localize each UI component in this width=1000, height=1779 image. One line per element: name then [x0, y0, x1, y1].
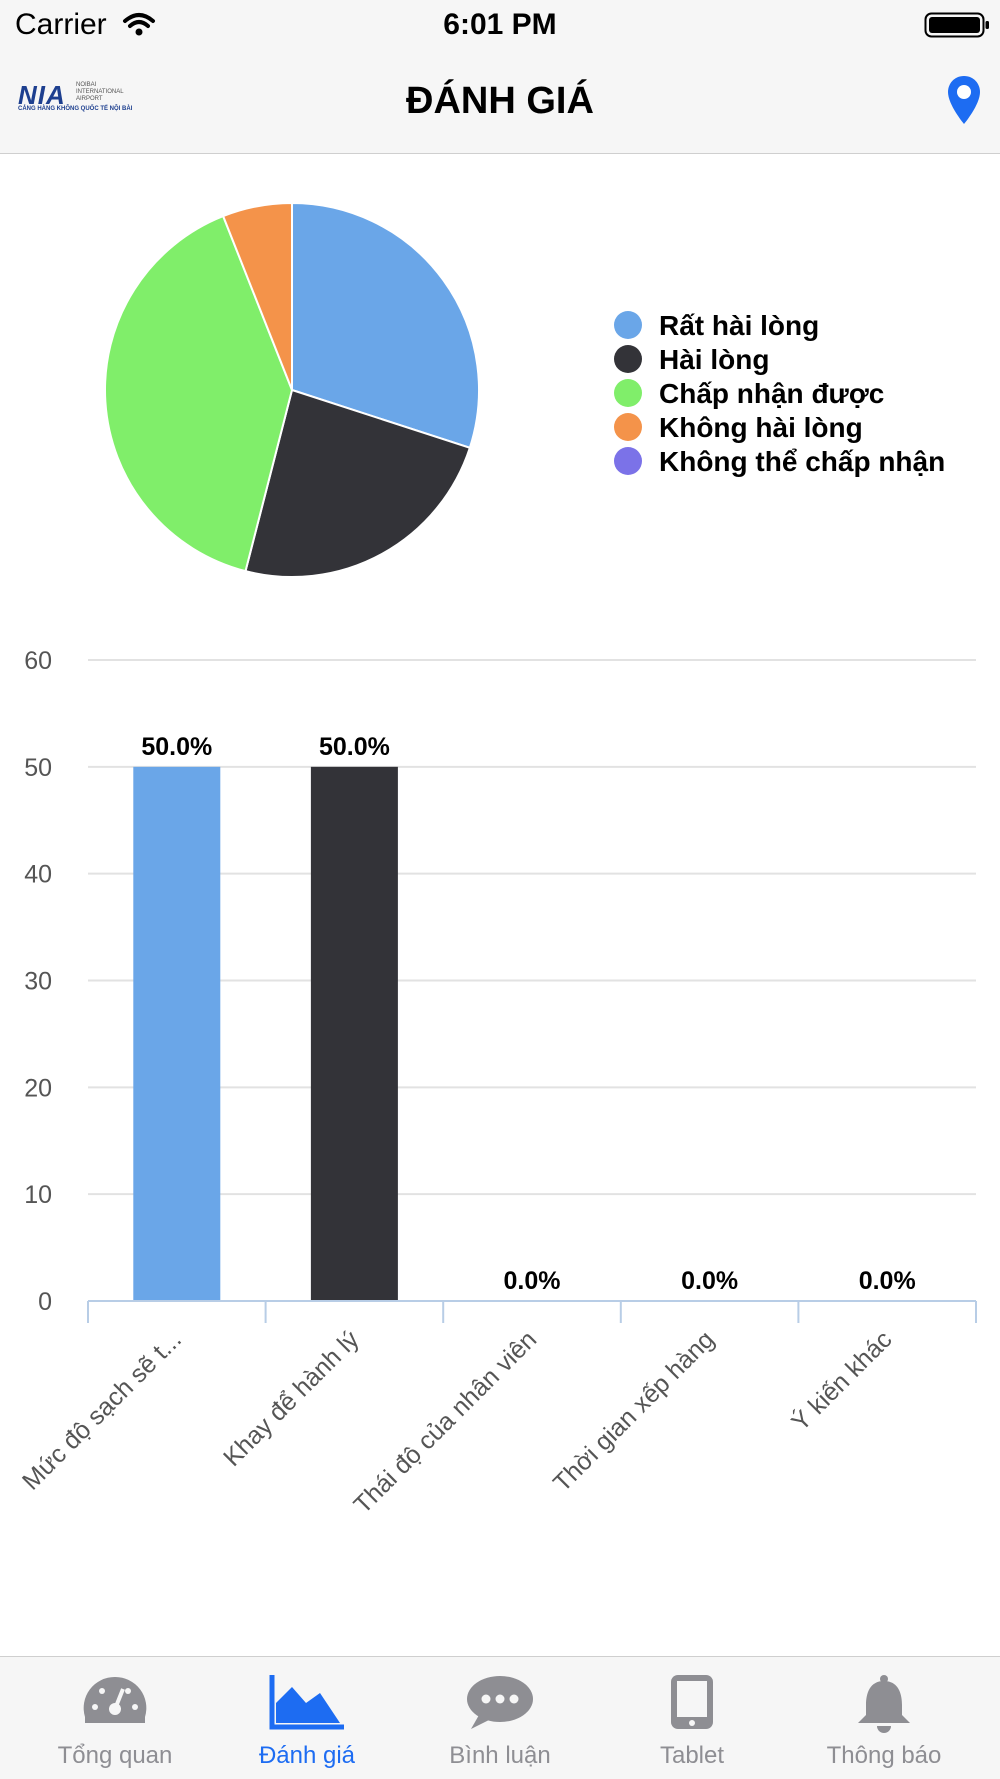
- chart-area: Rất hài lòng Hài lòng Chấp nhận được Không …: [0, 154, 1000, 1656]
- legend-marker: [614, 345, 642, 373]
- pie-slice: [244, 388, 472, 578]
- pie-slice: [291, 201, 480, 450]
- x-category-label: Khay để hành lý: [218, 1325, 365, 1472]
- speedometer-icon: [83, 1676, 147, 1723]
- y-tick-label: 60: [24, 647, 52, 675]
- carrier-label: Carrier: [15, 8, 107, 41]
- x-category-label: Mức độ sạch sẽ t...: [17, 1325, 187, 1495]
- x-category-label: Thời gian xếp hàng: [548, 1325, 720, 1497]
- bar: [310, 766, 398, 1301]
- tab-comments[interactable]: Bình luận: [400, 1657, 600, 1779]
- y-tick-label: 50: [24, 754, 52, 782]
- y-tick-label: 10: [24, 1181, 52, 1209]
- location-pin-icon[interactable]: [946, 74, 982, 126]
- bar: [133, 766, 221, 1301]
- chat-bubble-icon: [467, 1676, 533, 1729]
- nia-logo: NIA NOIBAI INTERNATIONAL AIRPORT CẢNG HÀ…: [18, 80, 133, 116]
- tab-label: Thông báo: [826, 1742, 942, 1769]
- bar-data-label: 0.0%: [859, 1267, 916, 1295]
- y-tick-label: 40: [24, 861, 52, 889]
- legend-label: Rất hài lòng: [659, 310, 819, 341]
- tab-notifications[interactable]: Thông báo: [784, 1657, 984, 1779]
- y-tick-label: 0: [38, 1288, 52, 1316]
- page-title: ĐÁNH GIÁ: [406, 80, 594, 122]
- bar-data-label: 0.0%: [681, 1267, 738, 1295]
- logo-text: NIA: [18, 80, 66, 110]
- legend-label: Không thể chấp nhận: [659, 446, 945, 477]
- bar-data-label: 50.0%: [141, 733, 212, 761]
- tab-label: Tablet: [659, 1742, 725, 1769]
- tab-tablet[interactable]: Tablet: [592, 1657, 792, 1779]
- bar-data-label: 0.0%: [504, 1267, 561, 1295]
- tab-rating[interactable]: Đánh giá: [207, 1657, 407, 1779]
- legend-label: Không hài lòng: [659, 412, 863, 443]
- legend-marker: [614, 311, 642, 339]
- battery-icon: [924, 12, 989, 38]
- bell-icon: [858, 1675, 910, 1733]
- status-time: 6:01 PM: [443, 8, 557, 41]
- logo-subtitle: NOIBAI INTERNATIONAL AIRPORT: [76, 82, 124, 102]
- wifi-icon: [123, 13, 155, 36]
- pie-slice: [221, 201, 293, 391]
- legend-label: Chấp nhận được: [659, 378, 884, 409]
- tab-overview[interactable]: Tổng quan: [15, 1657, 215, 1779]
- tab-label: Tổng quan: [57, 1742, 173, 1769]
- x-category-label: Thái độ của nhân viên: [348, 1325, 542, 1519]
- area-chart-icon: [269, 1675, 344, 1730]
- legend-marker: [614, 413, 642, 441]
- y-tick-label: 30: [24, 968, 52, 996]
- tab-bar: Tổng quan Đánh giá Bình luận Tablet: [0, 1656, 1000, 1779]
- y-tick-label: 20: [24, 1074, 52, 1102]
- tablet-icon: [671, 1675, 713, 1729]
- tab-label: Đánh giá: [258, 1742, 356, 1769]
- nav-bar: NIA NOIBAI INTERNATIONAL AIRPORT CẢNG HÀ…: [0, 50, 1000, 154]
- bar-data-label: 50.0%: [319, 733, 390, 761]
- legend-label: Hài lòng: [659, 344, 769, 375]
- pie-slice: [104, 214, 294, 573]
- legend-marker: [614, 379, 642, 407]
- tab-label: Bình luận: [449, 1742, 551, 1769]
- legend-marker: [614, 447, 642, 475]
- status-bar: Carrier 6:01 PM: [0, 0, 1000, 50]
- criteria-bar-chart: 50.0% 50.0% 0.0% 0.0% 0.0% 0 10 20 30 40 50 60 Mức …: [17, 647, 977, 1519]
- x-category-label: Ý kiến khác: [786, 1325, 898, 1437]
- logo-tagline: CẢNG HÀNG KHÔNG QUỐC TẾ NỘI BÀI: [18, 106, 133, 112]
